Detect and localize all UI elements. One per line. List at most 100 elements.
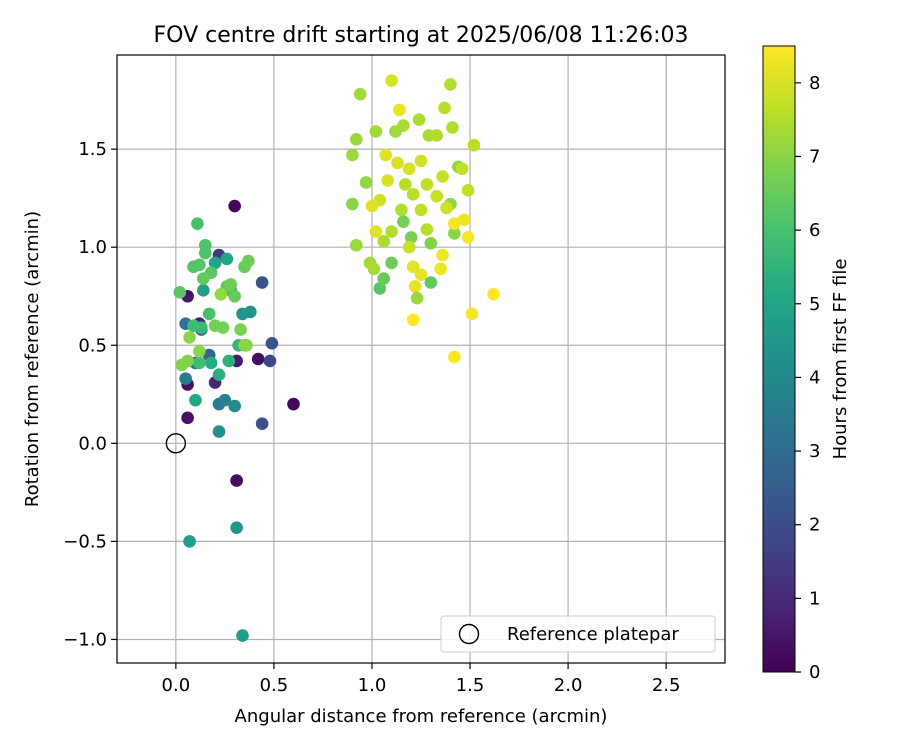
data-point — [216, 321, 230, 334]
legend-label: Reference platepar — [507, 624, 679, 645]
colorbar-tick-label: 6 — [809, 220, 820, 241]
data-point — [204, 356, 218, 370]
data-point — [379, 148, 392, 162]
data-point — [406, 260, 420, 274]
data-point — [440, 201, 453, 215]
data-point — [434, 262, 447, 276]
data-point — [406, 187, 420, 201]
data-point — [402, 162, 416, 176]
data-point — [255, 276, 269, 289]
data-point — [359, 176, 373, 189]
data-point — [242, 254, 255, 268]
colorbar-tick-label: 8 — [809, 73, 820, 94]
data-point — [408, 280, 422, 293]
chart-title: FOV centre drift starting at 2025/06/08 … — [154, 23, 689, 48]
data-point — [373, 282, 387, 295]
data-point — [465, 307, 479, 321]
data-point — [265, 337, 279, 350]
data-point — [222, 354, 236, 368]
data-point — [287, 397, 300, 411]
data-point — [255, 417, 269, 431]
data-point — [367, 262, 381, 276]
data-point — [214, 287, 228, 301]
colorbar-tick-label: 2 — [809, 515, 820, 536]
data-point — [236, 629, 249, 642]
legend: Reference platepar — [440, 615, 716, 653]
data-point — [196, 272, 210, 285]
colorbar-tick-label: 4 — [809, 367, 820, 388]
data-point — [193, 344, 206, 358]
data-point — [369, 125, 383, 138]
data-point — [448, 217, 461, 230]
colorbar-tick-label: 0 — [809, 662, 820, 683]
data-point — [393, 103, 406, 117]
data-point — [263, 354, 277, 368]
data-point — [220, 252, 234, 266]
data-point — [349, 133, 363, 146]
data-point — [228, 199, 241, 213]
data-point — [346, 148, 359, 162]
data-point — [444, 78, 457, 91]
data-point — [212, 425, 226, 438]
data-point — [436, 170, 449, 183]
data-point — [385, 225, 398, 238]
data-point — [228, 399, 241, 413]
data-point — [399, 178, 412, 191]
colorbar-ticks: 0 1 2 3 4 5 6 7 8 — [795, 73, 820, 683]
colorbar-tick-label: 3 — [809, 441, 820, 462]
y-axis-label: Rotation from reference (arcmin) — [22, 211, 43, 507]
data-point — [414, 154, 428, 168]
data-point — [175, 358, 189, 372]
data-point — [414, 203, 428, 217]
x-tick-label: 1.0 — [358, 675, 387, 696]
data-point — [224, 278, 238, 291]
data-point — [404, 231, 418, 244]
data-point — [191, 217, 204, 230]
data-point — [228, 289, 241, 303]
y-tick-label: 1.5 — [78, 139, 107, 160]
data-point — [183, 535, 196, 548]
colorbar-tick-label: 5 — [809, 294, 820, 315]
data-point — [385, 74, 398, 87]
data-point — [193, 356, 206, 370]
data-point — [410, 291, 424, 305]
data-point — [420, 223, 434, 236]
data-point — [420, 178, 434, 191]
x-tick-label: 1.5 — [456, 675, 485, 696]
data-point — [369, 225, 383, 238]
data-point — [244, 305, 257, 319]
y-tick-label: −1.0 — [63, 629, 107, 650]
data-point — [430, 189, 443, 203]
data-point — [187, 319, 200, 332]
data-point — [251, 352, 265, 366]
data-point — [189, 393, 202, 407]
colorbar-tick-label: 1 — [809, 588, 820, 609]
data-point — [183, 331, 196, 344]
data-point — [467, 138, 481, 152]
reference-marker — [165, 433, 187, 454]
data-point — [385, 256, 398, 270]
plot-area-frame — [116, 54, 726, 664]
data-point — [391, 156, 404, 170]
data-point — [402, 240, 416, 254]
data-point — [424, 276, 438, 289]
x-tick-label: 2.5 — [652, 675, 681, 696]
data-point — [238, 338, 251, 352]
data-point — [414, 268, 428, 281]
data-point — [365, 199, 379, 213]
data-point — [455, 162, 469, 176]
y-tick-label: 0.5 — [78, 335, 107, 356]
data-point — [438, 101, 451, 115]
data-point — [208, 256, 222, 270]
data-point — [377, 235, 391, 248]
data-point — [218, 393, 232, 407]
x-tick-label: 0.5 — [260, 675, 289, 696]
data-point — [346, 197, 359, 211]
data-point — [212, 368, 226, 381]
x-axis-label: Angular distance from reference (arcmin) — [235, 706, 608, 727]
data-point — [353, 87, 367, 101]
data-points — [173, 74, 500, 642]
data-point — [381, 174, 394, 187]
